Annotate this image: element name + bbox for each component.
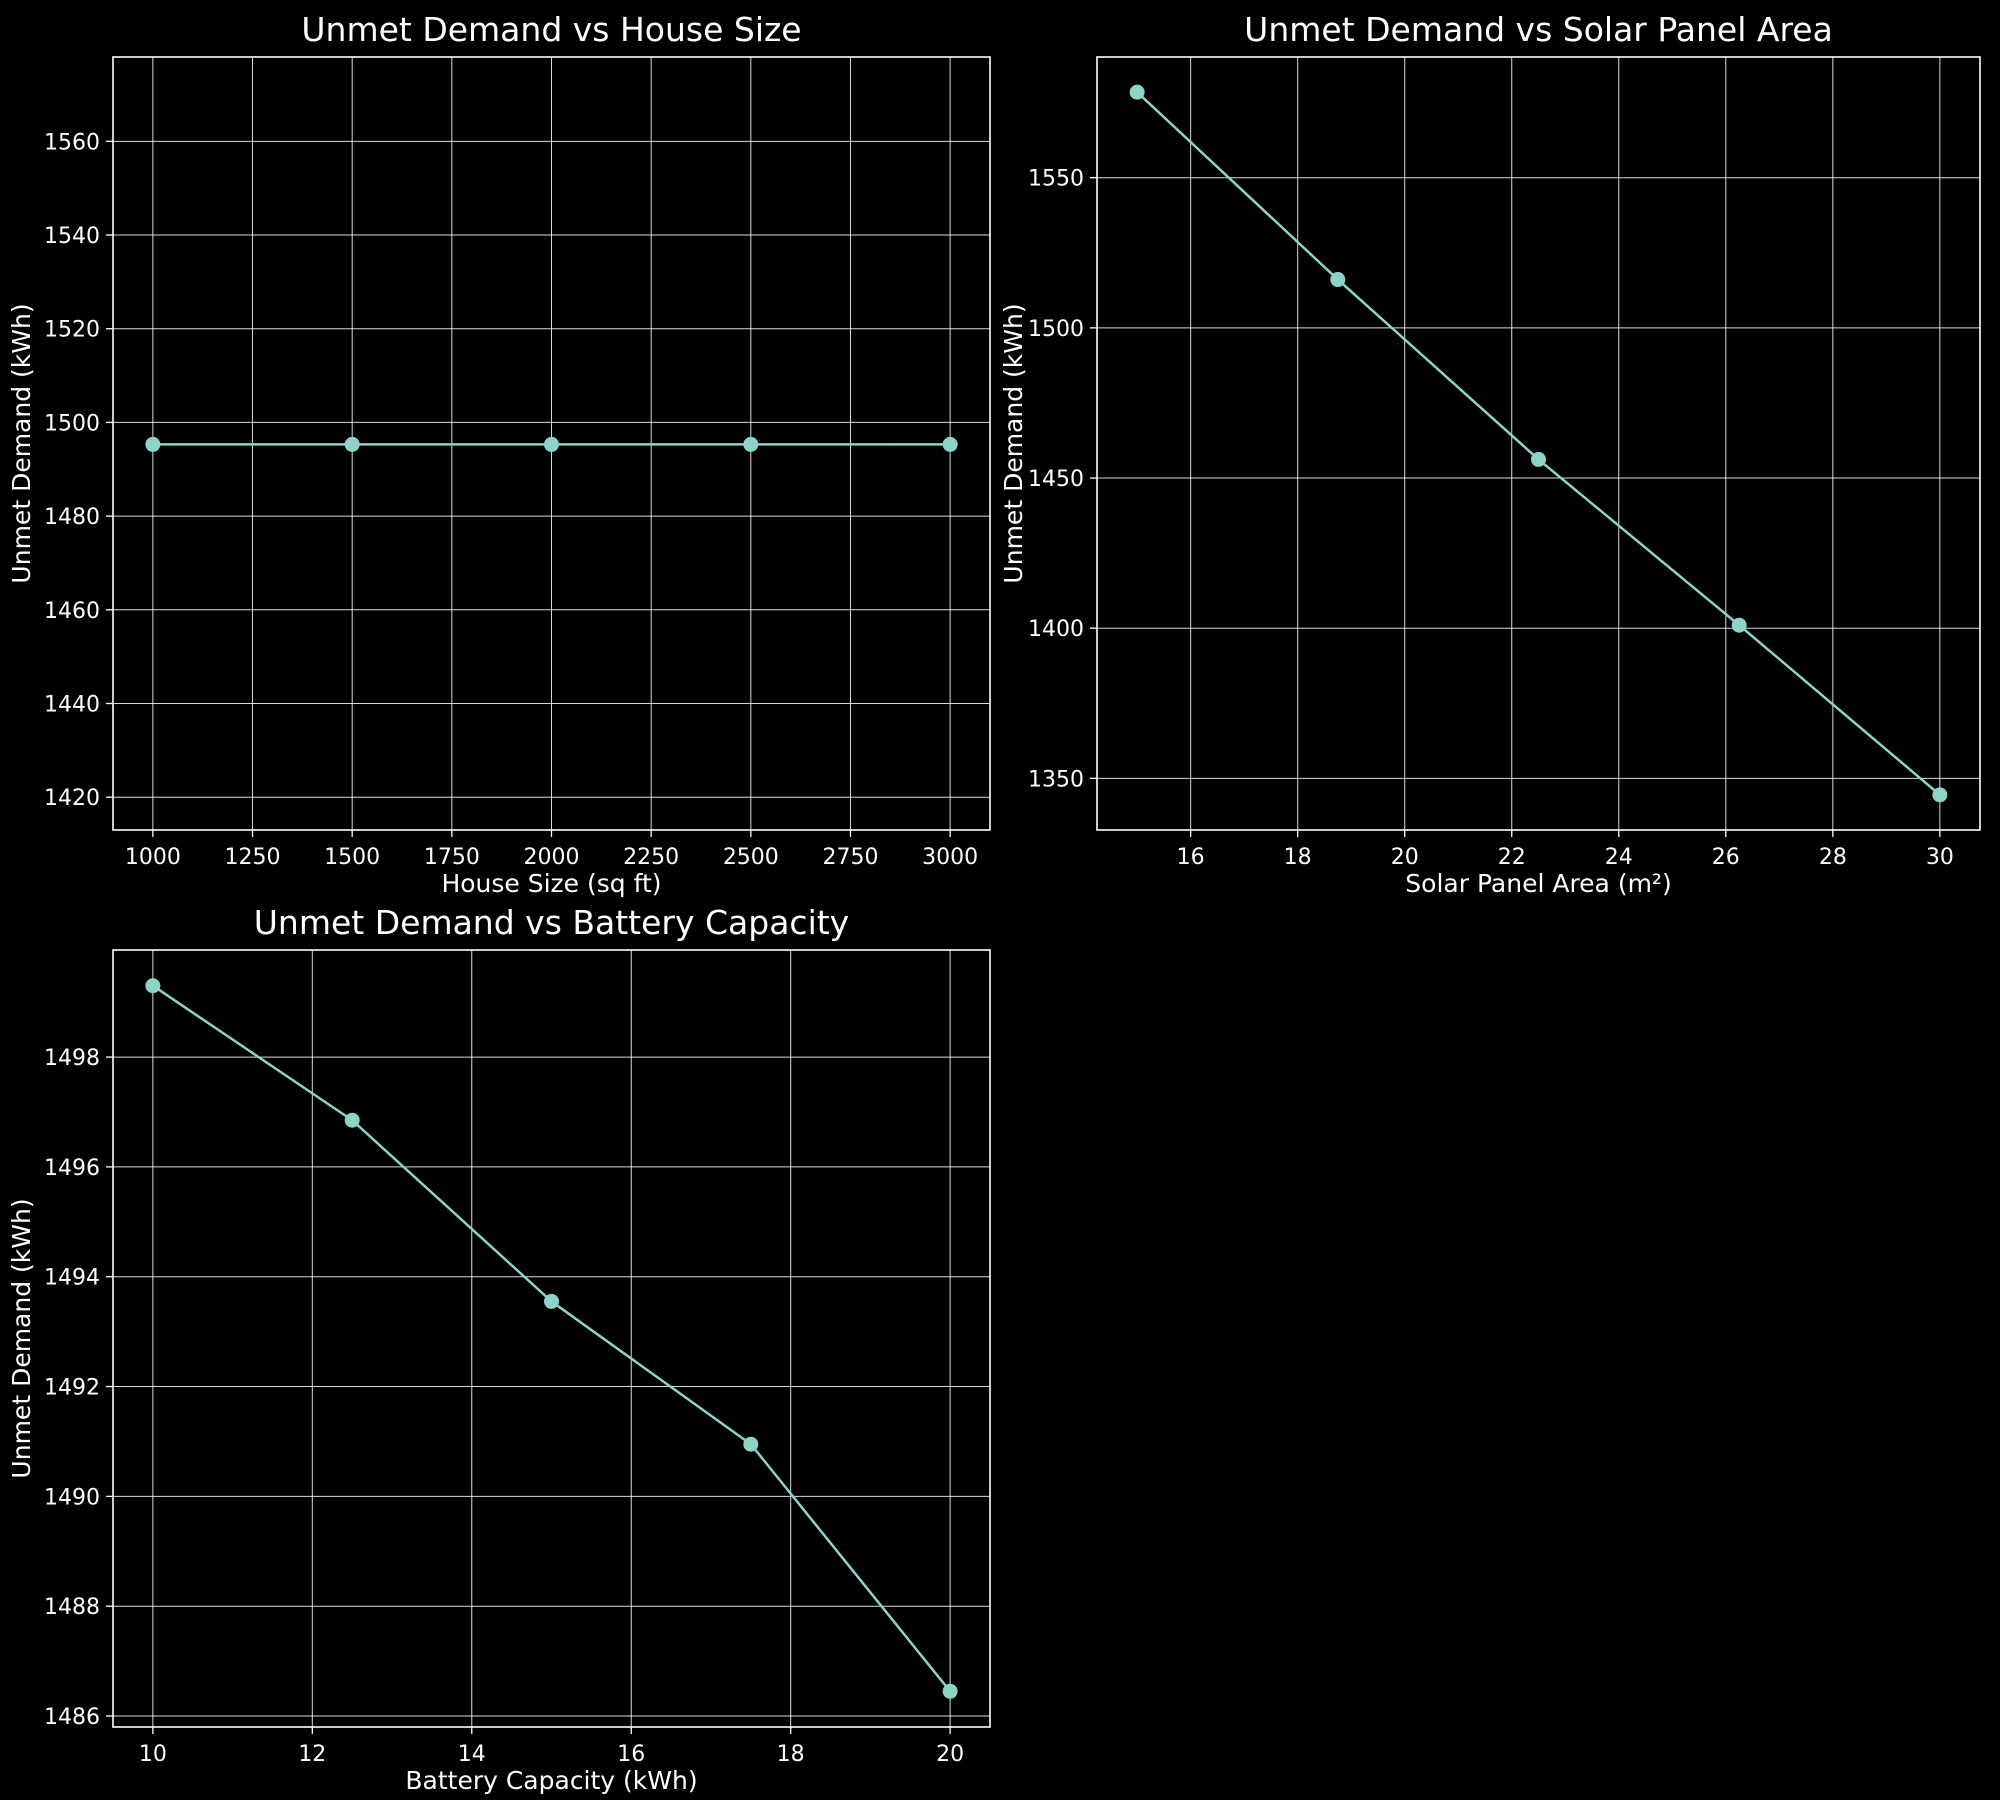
chart-title: Unmet Demand vs House Size bbox=[301, 10, 801, 49]
chart-svg: 1000 1250 1500 1750 2000 2250 2500 2750 3000 1420… bbox=[7, 10, 991, 898]
x-tick-label: 2000 bbox=[524, 845, 580, 870]
y-tick-label: 1350 bbox=[1028, 767, 1084, 792]
y-tick-label: 1480 bbox=[44, 505, 100, 530]
data-point bbox=[145, 436, 161, 452]
x-tick-label: 22 bbox=[1498, 845, 1526, 870]
y-tick-label: 1550 bbox=[1028, 167, 1084, 192]
data-point bbox=[1531, 451, 1546, 467]
x-tick-label: 24 bbox=[1605, 845, 1633, 870]
x-tick-label: 18 bbox=[1284, 845, 1312, 870]
data-point bbox=[1731, 617, 1747, 633]
y-axis-label: Unmet Demand (kWh) bbox=[7, 303, 36, 583]
x-tick-label: 16 bbox=[617, 1742, 645, 1767]
x-tick-label: 10 bbox=[139, 1742, 167, 1767]
y-tick-label: 1498 bbox=[44, 1046, 100, 1071]
y-tick-label: 1420 bbox=[44, 786, 100, 811]
y-tick-label: 1450 bbox=[1028, 467, 1084, 492]
x-tick-label: 2500 bbox=[723, 845, 779, 870]
x-tick-label: 26 bbox=[1712, 845, 1740, 870]
plot-border bbox=[112, 949, 991, 1728]
data-point bbox=[743, 1436, 759, 1452]
data-point bbox=[544, 1293, 559, 1309]
chart-svg: 10 12 14 16 18 20 1486 1488 1490 1492 1494 1496 1498… bbox=[7, 903, 991, 1795]
data-point bbox=[145, 978, 161, 994]
x-tick-label: 1250 bbox=[225, 845, 281, 870]
x-tick-label: 2250 bbox=[623, 845, 679, 870]
plot-border bbox=[1096, 56, 1981, 831]
chart-svg: 16 18 20 22 24 26 28 30 1350 1400 1450 1500 1550 Unme… bbox=[1000, 10, 1981, 898]
x-tick-label: 1000 bbox=[125, 845, 181, 870]
x-tick-label: 20 bbox=[1391, 845, 1419, 870]
y-tick-label: 1440 bbox=[44, 693, 100, 718]
y-tick-label: 1494 bbox=[44, 1266, 100, 1291]
x-tick-label: 12 bbox=[298, 1742, 326, 1767]
data-point bbox=[1129, 84, 1145, 100]
data-line bbox=[151, 984, 952, 1693]
x-tick-label: 1500 bbox=[324, 845, 380, 870]
y-tick-label: 1492 bbox=[44, 1376, 100, 1401]
x-tick-label: 16 bbox=[1177, 845, 1205, 870]
x-tick-label: 18 bbox=[777, 1742, 805, 1767]
data-point bbox=[544, 436, 559, 452]
y-tick-label: 1490 bbox=[44, 1485, 100, 1510]
chart-title: Unmet Demand vs Battery Capacity bbox=[254, 903, 849, 942]
y-tick-label: 1486 bbox=[44, 1705, 100, 1730]
data-point bbox=[1932, 787, 1948, 803]
x-tick-label: 28 bbox=[1819, 845, 1847, 870]
data-point bbox=[942, 1683, 958, 1699]
x-tick-label: 14 bbox=[458, 1742, 486, 1767]
data-point bbox=[344, 436, 360, 452]
x-tick-label: 20 bbox=[936, 1742, 964, 1767]
y-tick-label: 1400 bbox=[1028, 617, 1084, 642]
x-tick-label: 2750 bbox=[822, 845, 878, 870]
y-tick-label: 1460 bbox=[44, 599, 100, 624]
data-point bbox=[344, 1112, 360, 1128]
data-point bbox=[743, 436, 759, 452]
x-axis-label: Solar Panel Area (m²) bbox=[1405, 869, 1671, 898]
y-axis-label: Unmet Demand (kWh) bbox=[7, 1198, 36, 1478]
y-tick-label: 1496 bbox=[44, 1156, 100, 1181]
y-tick-label: 1500 bbox=[44, 411, 100, 436]
y-axis-label: Unmet Demand (kWh) bbox=[1000, 303, 1028, 583]
x-axis-label: Battery Capacity (kWh) bbox=[405, 1766, 697, 1795]
x-axis-label: House Size (sq ft) bbox=[441, 869, 661, 898]
y-tick-label: 1540 bbox=[44, 224, 100, 249]
data-point bbox=[942, 436, 958, 452]
y-tick-label: 1520 bbox=[44, 318, 100, 343]
chart-unmet-demand-vs-solar-panel-area: 16 18 20 22 24 26 28 30 1350 1400 1450 1500 1550 Unme… bbox=[1000, 0, 2000, 900]
y-tick-label: 1488 bbox=[44, 1595, 100, 1620]
y-tick-label: 1500 bbox=[1028, 317, 1084, 342]
chart-unmet-demand-vs-battery-capacity: 10 12 14 16 18 20 1486 1488 1490 1492 1494 1496 1498… bbox=[0, 900, 1000, 1800]
x-tick-label: 3000 bbox=[922, 845, 978, 870]
chart-title: Unmet Demand vs Solar Panel Area bbox=[1244, 10, 1833, 49]
data-line bbox=[1135, 90, 1942, 797]
data-point bbox=[1330, 272, 1346, 288]
x-tick-label: 1750 bbox=[424, 845, 480, 870]
chart-unmet-demand-vs-house-size: 1000 1250 1500 1750 2000 2250 2500 2750 3000 1420… bbox=[0, 0, 1000, 900]
y-tick-label: 1560 bbox=[44, 130, 100, 155]
x-tick-label: 30 bbox=[1926, 845, 1954, 870]
